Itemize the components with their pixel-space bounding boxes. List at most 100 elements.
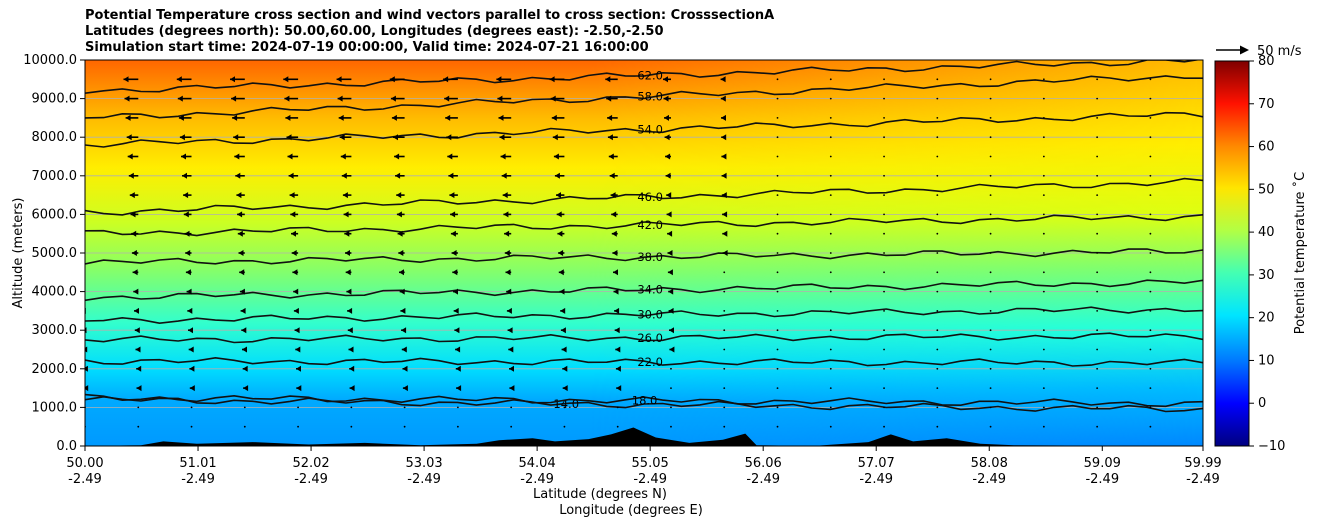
wind-vector [723,406,726,409]
y-axis: 0.0 1000.0 2000.0 3000.0 4000.0 5000.0 6000.0 7… [23,53,85,454]
wind-vector [190,406,193,409]
x-tick-label-lon: -2.49 [972,472,1006,487]
wind-vector-head [286,134,292,141]
wind-vector [776,367,779,370]
wind-vector [829,136,832,139]
wind-vector-head [394,153,400,160]
wind-vector-head [131,230,137,237]
wind-vector-head [558,269,564,276]
wind-vector [1042,117,1045,119]
wind-vector-head [722,230,728,237]
wind-vector-head [445,114,451,121]
contour-label: 38.0 [637,250,663,264]
wind-vector [1149,97,1152,100]
wind-vector-head [241,327,247,334]
wind-vector-head [500,153,506,160]
wind-vector-head [451,250,457,256]
wind-vector-head [133,288,139,295]
y-tick-label: 5000.0 [32,246,78,261]
wind-vector-head [390,95,396,102]
wind-vector [1096,136,1099,139]
wind-vector [829,406,832,409]
wind-vector [403,406,406,409]
y-axis-label: Altitude (meters) [11,198,26,309]
wind-vector [776,78,779,81]
wind-vector [829,271,832,274]
wind-vector-head [393,134,398,141]
wind-vector [1042,78,1045,81]
wind-vector [1096,387,1099,389]
wind-vector-head [237,230,243,237]
wind-vector-head [401,327,407,334]
wind-vector [936,97,939,100]
wind-vector [989,194,992,197]
wind-vector [403,425,406,428]
wind-vector-head [234,153,240,160]
wind-vector [883,329,885,332]
wind-vector-head [85,346,88,353]
wind-vector [1096,213,1099,216]
wind-vector [936,117,939,119]
x-axis: 50.00-2.4951.01-2.4952.02-2.4953.03-2.49… [66,446,1222,487]
wind-vector [297,425,299,428]
wind-vector-head [183,211,189,218]
wind-vector [1042,232,1045,235]
wind-vector-head [506,307,512,314]
wind-vector [1042,174,1045,177]
contour-lines: 14.0 18.0 22.0 26.0 30.0 34.0 38.0 42.0 46.0 54.0… [85,60,1203,413]
wind-vector-head [129,192,135,199]
wind-vector-head [78,231,83,237]
wind-vector [936,155,939,158]
wind-vector [137,406,140,409]
contour-line [85,279,1203,302]
wind-vector [1149,329,1152,332]
wind-vector-head [242,346,247,353]
wind-vector [829,232,832,235]
wind-vector-head [506,288,512,295]
wind-vector [936,252,939,254]
wind-vector [883,136,885,139]
wind-vector-head [391,114,397,121]
y-tick-label: 3000.0 [32,323,78,338]
wind-vector [1149,290,1152,293]
x-tick-label-lat: 59.99 [1184,456,1221,471]
wind-vector [1149,155,1152,158]
wind-vector [1042,155,1045,158]
wind-vector-head [449,192,455,199]
wind-vector-head [665,172,671,179]
wind-vector [989,329,992,332]
wind-vector [936,290,939,293]
wind-vector [989,174,992,177]
wind-vector-head [189,365,195,372]
wind-vector-head [607,114,613,121]
x-tick-label-lon: -2.49 [181,472,215,487]
wind-vector-head [296,365,301,372]
wind-vector [1149,213,1152,216]
wind-vector-head [456,385,462,392]
wind-vector [670,367,672,370]
wind-reference-label: 50 m/s [1257,44,1302,59]
wind-vector [883,232,885,235]
wind-vector-head [558,250,564,256]
wind-vector [776,387,779,389]
wind-vector [1042,136,1045,139]
wind-vector-head [609,172,615,179]
wind-vector [936,136,939,139]
wind-vector-head [560,307,566,314]
wind-vector [883,406,885,409]
wind-vector [883,252,885,254]
wind-vector-head [721,192,727,199]
wind-vector-head [177,95,183,102]
x-tick-label-lat: 57.07 [858,456,895,471]
wind-vector-head [123,76,129,83]
wind-vector [1096,290,1099,293]
wind-vector-head [554,172,560,179]
wind-vector-head [342,192,348,199]
wind-vector [456,406,459,409]
x-tick-label-lon: -2.49 [746,472,780,487]
wind-vector [829,252,832,254]
wind-vector [1096,97,1099,100]
wind-vector [510,425,513,428]
x-tick-label-lat: 55.05 [632,456,669,471]
wind-vector [936,348,939,351]
